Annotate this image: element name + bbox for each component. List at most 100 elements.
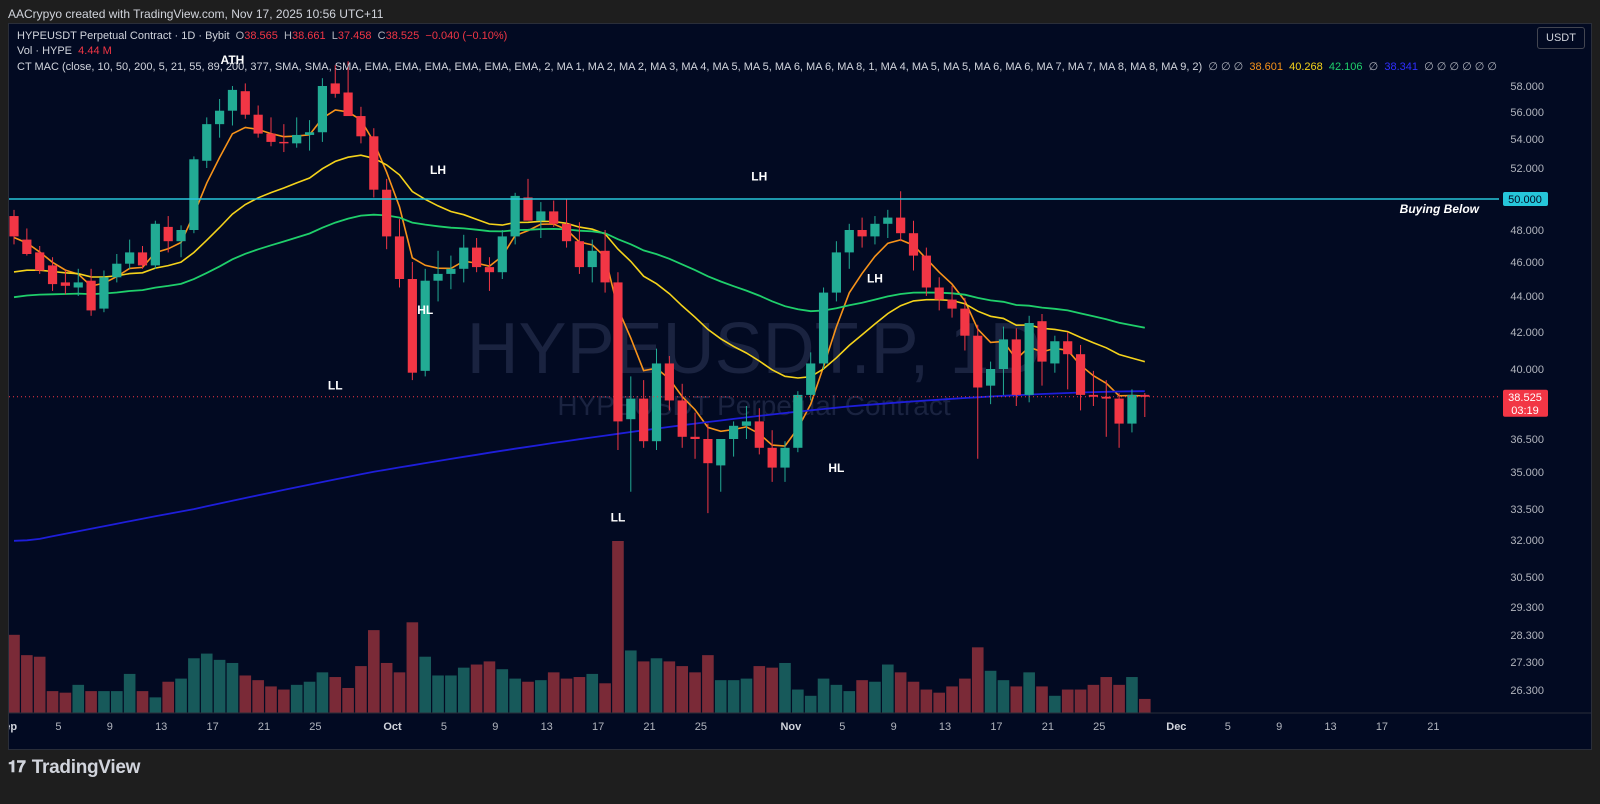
- low-value: 37.458: [337, 30, 372, 42]
- volume-bar: [984, 670, 997, 713]
- candle-body: [215, 110, 225, 125]
- volume-bar: [111, 691, 123, 713]
- volume-bar: [509, 678, 521, 713]
- volume-bar: [393, 672, 406, 713]
- symbol-legend[interactable]: HYPEUSDT Perpetual Contract · 1D · Bybit…: [17, 30, 507, 42]
- volume-bar: [1087, 684, 1100, 713]
- high-value: 38.661: [291, 30, 326, 42]
- volume-bar: [650, 658, 663, 713]
- volume-bar: [856, 680, 868, 713]
- volume-bar: [432, 675, 444, 713]
- candle-body: [472, 247, 482, 268]
- price-tick-label: 56.000: [1510, 107, 1544, 119]
- volume-bar: [959, 678, 971, 713]
- time-tick-label: Nov: [780, 721, 802, 733]
- mac-legend[interactable]: CT MAC (close, 10, 50, 200, 5, 21, 55, 8…: [17, 60, 1497, 73]
- price-chart[interactable]: HYPEUSDT.P, 1D HYPEUSDT Perpetual Contrac…: [9, 24, 1592, 750]
- candle-body: [22, 239, 32, 254]
- candle-body: [382, 189, 392, 237]
- candle-body: [613, 282, 623, 422]
- chart-panel[interactable]: HYPEUSDT.P, 1D HYPEUSDT Perpetual Contrac…: [8, 23, 1592, 750]
- volume-bar: [303, 681, 316, 713]
- volume-bar: [457, 667, 470, 713]
- open-label: O: [235, 30, 245, 42]
- time-tick-label: 21: [258, 721, 270, 733]
- candle-body: [202, 124, 212, 161]
- candle-body: [137, 252, 148, 266]
- candle-body: [497, 236, 507, 273]
- candle-body: [844, 230, 854, 253]
- volume-bar: [9, 634, 20, 713]
- time-tick-label: 17: [592, 721, 604, 733]
- candle-body: [523, 197, 533, 221]
- volume-legend[interactable]: Vol · HYPE 4.44 M: [17, 45, 112, 57]
- volume-bar: [522, 681, 534, 713]
- volume-bar: [792, 689, 804, 713]
- candle-body: [664, 363, 674, 401]
- candle-body: [1011, 339, 1021, 395]
- volume-bar: [239, 675, 252, 713]
- candle-body: [626, 398, 636, 420]
- attribution-bar: AACrypyo created with TradingView.com, N…: [0, 0, 1600, 26]
- time-tick-label: 13: [541, 721, 553, 733]
- volume-bar: [1049, 695, 1061, 713]
- volume-bar: [33, 656, 46, 713]
- time-tick-label: Dec: [1166, 721, 1186, 733]
- candle-body: [407, 279, 417, 373]
- candle-body: [125, 252, 135, 264]
- volume-bar: [817, 678, 830, 713]
- candle-body: [1037, 321, 1047, 362]
- candle-body: [921, 255, 931, 288]
- volume-bar: [355, 666, 367, 713]
- candle-body: [973, 335, 983, 388]
- candle-body: [908, 233, 919, 256]
- candle-body: [266, 133, 276, 142]
- time-tick-label: 5: [55, 721, 61, 733]
- swing-label-ath: ATH: [221, 53, 245, 67]
- volume-bar: [1023, 672, 1035, 713]
- volume-bar: [946, 686, 958, 713]
- time-tick-label: 9: [107, 721, 113, 733]
- countdown-label: 03:19: [1511, 405, 1539, 417]
- candle-body: [253, 114, 263, 134]
- candle-body: [536, 211, 546, 221]
- candle-body: [189, 159, 199, 230]
- volume-bar: [136, 691, 149, 713]
- candle-body: [304, 132, 315, 135]
- candle-body: [9, 216, 19, 237]
- candle-body: [163, 226, 173, 242]
- price-tick-label: 29.300: [1510, 602, 1544, 614]
- swing-label-hl: HL: [828, 461, 844, 475]
- candle-body: [857, 230, 867, 237]
- candle-body: [150, 223, 160, 266]
- candle-body: [561, 223, 572, 242]
- volume-bar: [149, 697, 162, 713]
- candle-body: [574, 241, 584, 268]
- candle-body: [60, 282, 70, 286]
- time-tick-label: 5: [441, 721, 447, 733]
- time-tick-label: 17: [206, 721, 218, 733]
- volume-bar: [894, 672, 907, 713]
- volume-bar: [188, 658, 200, 713]
- volume-bar: [599, 683, 611, 713]
- volume-bar: [342, 687, 354, 713]
- volume-bar: [98, 691, 110, 713]
- candle-body: [960, 308, 970, 336]
- close-value: 38.525: [385, 30, 420, 42]
- candle-body: [896, 217, 906, 234]
- volume-bar: [612, 541, 624, 713]
- price-tick-label: 26.300: [1510, 685, 1544, 697]
- currency-button[interactable]: USDT: [1537, 27, 1585, 49]
- candle-body: [369, 136, 379, 190]
- high-label: H: [284, 30, 292, 42]
- candle-body: [35, 252, 45, 271]
- volume-bar: [882, 664, 894, 713]
- volume-bar: [1010, 686, 1023, 713]
- time-tick-label: 25: [695, 721, 707, 733]
- buying-below-label: Buying Below: [1400, 202, 1480, 216]
- volume-bar: [123, 673, 136, 713]
- attribution-text: AACrypyo created with TradingView.com, N…: [8, 7, 384, 21]
- swing-label-lh: LH: [867, 271, 883, 285]
- volume-bar: [265, 686, 277, 713]
- time-tick-label: Oct: [383, 721, 402, 733]
